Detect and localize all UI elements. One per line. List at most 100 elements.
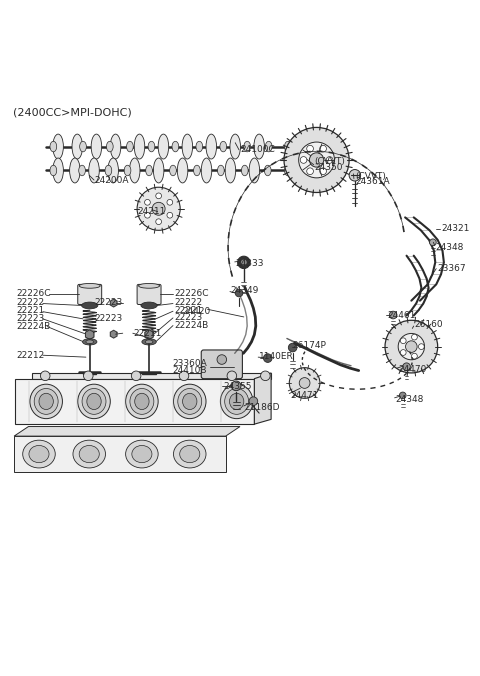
Ellipse shape <box>177 158 188 183</box>
Circle shape <box>307 168 313 174</box>
Text: 22223: 22223 <box>94 314 122 323</box>
Ellipse shape <box>265 141 272 152</box>
Circle shape <box>132 371 141 381</box>
Ellipse shape <box>293 161 302 180</box>
Text: (CVVT): (CVVT) <box>355 172 386 180</box>
Ellipse shape <box>285 141 291 152</box>
Ellipse shape <box>107 141 113 152</box>
Circle shape <box>137 187 180 231</box>
Ellipse shape <box>80 141 86 152</box>
Circle shape <box>320 168 326 174</box>
Circle shape <box>403 363 410 370</box>
Text: 24333: 24333 <box>235 259 264 268</box>
Ellipse shape <box>148 141 155 152</box>
Text: 24348: 24348 <box>435 243 464 251</box>
Circle shape <box>227 371 237 381</box>
Circle shape <box>249 397 258 406</box>
Circle shape <box>231 381 241 391</box>
Polygon shape <box>145 330 153 339</box>
Text: 22223: 22223 <box>174 314 202 322</box>
Polygon shape <box>32 373 271 379</box>
Text: 24355: 24355 <box>223 383 252 391</box>
Text: 22224B: 22224B <box>16 322 50 331</box>
Circle shape <box>284 127 349 193</box>
Text: 22222: 22222 <box>174 298 202 307</box>
Ellipse shape <box>229 393 244 410</box>
Ellipse shape <box>23 440 55 468</box>
Ellipse shape <box>72 134 83 159</box>
Ellipse shape <box>230 134 240 159</box>
Ellipse shape <box>79 165 85 176</box>
Ellipse shape <box>180 445 200 462</box>
Ellipse shape <box>110 134 121 159</box>
Ellipse shape <box>91 134 102 159</box>
Ellipse shape <box>244 141 251 152</box>
Circle shape <box>84 371 93 381</box>
Ellipse shape <box>182 393 197 410</box>
Ellipse shape <box>82 389 106 414</box>
Ellipse shape <box>83 339 97 345</box>
Text: 24100C: 24100C <box>240 145 275 154</box>
Ellipse shape <box>225 389 249 414</box>
Polygon shape <box>14 427 240 436</box>
Circle shape <box>40 371 50 381</box>
Circle shape <box>217 355 227 364</box>
Ellipse shape <box>178 389 202 414</box>
Text: 23360A: 23360A <box>172 360 207 368</box>
Ellipse shape <box>130 389 154 414</box>
Polygon shape <box>110 299 117 307</box>
Circle shape <box>320 145 326 152</box>
Ellipse shape <box>89 158 99 183</box>
Circle shape <box>400 338 406 343</box>
Text: 24470: 24470 <box>398 364 426 374</box>
Ellipse shape <box>50 141 57 152</box>
Ellipse shape <box>126 384 158 418</box>
Text: 22223: 22223 <box>94 298 122 307</box>
Ellipse shape <box>108 158 119 183</box>
Circle shape <box>430 239 436 245</box>
Circle shape <box>398 333 424 360</box>
Circle shape <box>235 289 243 297</box>
FancyBboxPatch shape <box>201 350 242 379</box>
Polygon shape <box>85 330 94 339</box>
Text: 1140ER: 1140ER <box>259 352 294 361</box>
Ellipse shape <box>29 445 49 462</box>
Ellipse shape <box>173 440 206 468</box>
Ellipse shape <box>82 302 98 309</box>
Ellipse shape <box>79 445 99 462</box>
Circle shape <box>240 259 247 266</box>
Text: 22221: 22221 <box>16 306 44 315</box>
Circle shape <box>299 378 310 388</box>
Ellipse shape <box>206 134 216 159</box>
Text: (2400CC>MPI-DOHC): (2400CC>MPI-DOHC) <box>12 107 132 117</box>
Text: 24211: 24211 <box>137 207 166 216</box>
Circle shape <box>144 199 150 206</box>
Circle shape <box>411 334 417 340</box>
Ellipse shape <box>105 165 112 176</box>
Text: 24350: 24350 <box>314 163 343 172</box>
Text: 24200A: 24200A <box>94 176 129 185</box>
Ellipse shape <box>127 141 133 152</box>
Ellipse shape <box>87 393 101 410</box>
Text: 24321: 24321 <box>441 224 469 233</box>
Circle shape <box>179 371 189 381</box>
Circle shape <box>411 354 417 359</box>
Ellipse shape <box>124 165 131 176</box>
Ellipse shape <box>146 165 153 176</box>
Text: 21186D: 21186D <box>245 403 280 412</box>
Ellipse shape <box>70 158 80 183</box>
Ellipse shape <box>53 134 63 159</box>
Circle shape <box>419 343 424 349</box>
Polygon shape <box>15 379 254 424</box>
Circle shape <box>167 212 173 218</box>
FancyBboxPatch shape <box>78 285 102 304</box>
Circle shape <box>399 392 406 399</box>
Text: 26160: 26160 <box>415 320 444 329</box>
Ellipse shape <box>141 302 157 309</box>
Ellipse shape <box>132 445 152 462</box>
Ellipse shape <box>158 134 168 159</box>
Circle shape <box>349 170 360 181</box>
Circle shape <box>310 153 324 167</box>
Text: 24349: 24349 <box>230 286 259 295</box>
Ellipse shape <box>79 283 100 288</box>
